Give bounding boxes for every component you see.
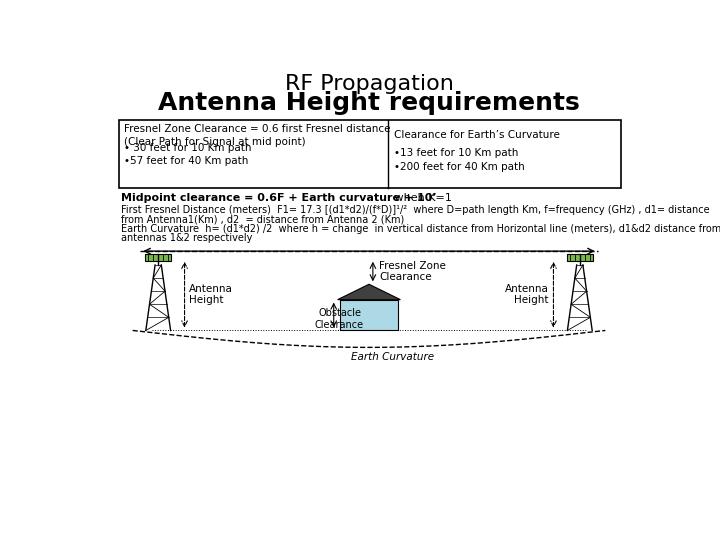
Text: •200 feet for 40 Km path: •200 feet for 40 Km path [394, 162, 525, 172]
Text: from Antenna1(Km) , d2  = distance from Antenna 2 (Km): from Antenna1(Km) , d2 = distance from A… [121, 214, 404, 224]
Text: Antenna
Height: Antenna Height [505, 284, 549, 306]
Polygon shape [338, 284, 400, 300]
Text: • 30 feet for 10 Km path: • 30 feet for 10 Km path [124, 143, 251, 153]
Text: Fresnel Zone Clearance = 0.6 first Fresnel distance
(Clear Path for Signal at mi: Fresnel Zone Clearance = 0.6 first Fresn… [124, 124, 391, 147]
Text: •13 feet for 10 Km path: •13 feet for 10 Km path [394, 148, 518, 158]
Text: Clearance for Earth’s Curvature: Clearance for Earth’s Curvature [394, 130, 559, 140]
Text: antennas 1&2 respectively: antennas 1&2 respectively [121, 233, 253, 244]
Text: •57 feet for 40 Km path: •57 feet for 40 Km path [124, 156, 248, 166]
Text: Obstacle
Clearance: Obstacle Clearance [315, 308, 364, 330]
Bar [120, 120, 621, 188]
Bar [567, 254, 593, 261]
Bar [340, 300, 398, 330]
Text: Antenna
Height: Antenna Height [189, 284, 233, 306]
Text: Midpoint clearance = 0.6F + Earth curvature + 10’: Midpoint clearance = 0.6F + Earth curvat… [121, 193, 436, 204]
Text: RF Propagation: RF Propagation [284, 74, 454, 94]
Text: Antenna Height requirements: Antenna Height requirements [158, 91, 580, 116]
Text: Earth Curvature  h= (d1*d2) /2  where h = change  in vertical distance from Hori: Earth Curvature h= (d1*d2) /2 where h = … [121, 224, 720, 234]
Text: First Fresnel Distance (meters)  F1= 17.3 [(d1*d2)/(f*D)]¹/²  where D=path lengt: First Fresnel Distance (meters) F1= 17.3… [121, 205, 710, 215]
Text: Earth Curvature: Earth Curvature [351, 352, 434, 362]
Bar [145, 254, 171, 261]
Text: when K=1: when K=1 [391, 193, 451, 204]
Text: Fresnel Zone
Clearance: Fresnel Zone Clearance [379, 261, 446, 282]
